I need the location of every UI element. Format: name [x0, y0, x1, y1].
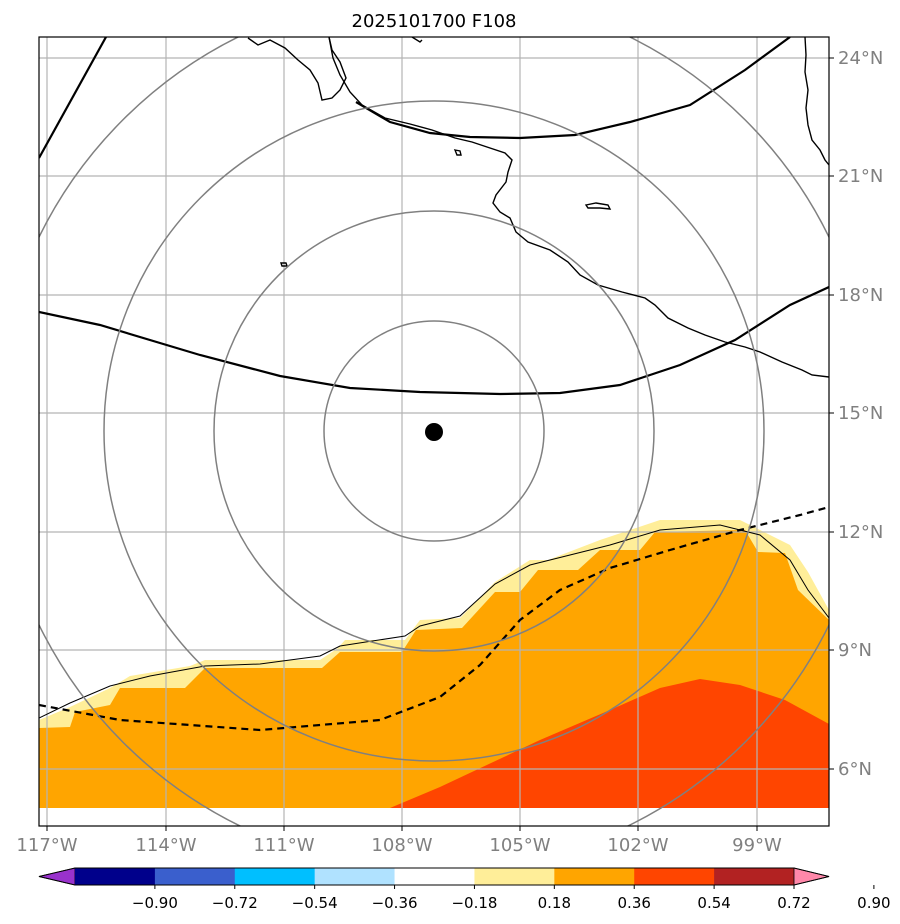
- storm-center-marker: [425, 423, 443, 441]
- colorbar-tick-label: −0.90: [132, 894, 178, 912]
- colorbar-tick-label: −0.36: [372, 894, 418, 912]
- colorbar-tick-label: −0.72: [212, 894, 258, 912]
- colorbar-swatch: [714, 868, 795, 885]
- colorbar-tick-label: 0.72: [777, 894, 810, 912]
- colorbar-swatch: [154, 868, 236, 885]
- lon-label: 99°W: [732, 835, 782, 856]
- lon-gridlines: [46, 37, 758, 826]
- colorbar-tick-label: 0.36: [618, 894, 651, 912]
- lon-label: 105°W: [489, 835, 550, 856]
- colorbar-swatch: [234, 868, 316, 885]
- colorbar: −0.90 −0.72 −0.54 −0.36 −0.18 0.18 0.36 0.54 0.7…: [38, 867, 891, 912]
- colorbar-swatch: [75, 868, 156, 885]
- colorbar-extend-low: [38, 867, 76, 886]
- colorbar-tick-label: 0.90: [857, 894, 890, 912]
- colorbar-extend-high: [793, 867, 830, 886]
- colorbar-swatch: [314, 868, 396, 885]
- colorbar-tick-label: −0.54: [292, 894, 338, 912]
- lat-label: 6°N: [838, 759, 872, 780]
- lon-label: 111°W: [253, 835, 314, 856]
- colorbar-tick-label: 0.54: [697, 894, 730, 912]
- red-orange-field: [390, 679, 829, 808]
- colorbar-tick-label: 0.18: [538, 894, 571, 912]
- colorbar-outline: [38, 867, 830, 886]
- lon-label: 108°W: [371, 835, 432, 856]
- longitude-labels: 117°W 114°W 111°W 108°W 105°W 102°W 99°W: [16, 835, 782, 856]
- lat-label: 18°N: [838, 285, 883, 306]
- colorbar-swatch: [554, 868, 635, 885]
- lat-label: 15°N: [838, 403, 883, 424]
- lat-gridlines: [39, 57, 829, 770]
- lon-label: 102°W: [607, 835, 668, 856]
- colorbar-swatch: [474, 868, 555, 885]
- latitude-labels: 24°N 21°N 18°N 15°N 12°N 9°N 6°N: [838, 48, 883, 780]
- figure-title: 2025101700 F108: [352, 11, 517, 32]
- lon-label: 117°W: [16, 835, 77, 856]
- colorbar-swatch: [394, 868, 475, 885]
- lat-label: 12°N: [838, 522, 883, 543]
- plot-frame: [38, 36, 830, 827]
- range-rings: [39, 37, 829, 826]
- colorbar-swatch: [634, 868, 715, 885]
- lat-label: 24°N: [838, 48, 883, 69]
- colorbar-tick-label: −0.18: [451, 894, 497, 912]
- lon-label: 114°W: [135, 835, 196, 856]
- lat-label: 21°N: [838, 166, 883, 187]
- axis-ticks: [46, 57, 834, 831]
- contour-lines: [39, 37, 829, 732]
- lat-label: 9°N: [838, 640, 872, 661]
- plot-area: [39, 37, 829, 826]
